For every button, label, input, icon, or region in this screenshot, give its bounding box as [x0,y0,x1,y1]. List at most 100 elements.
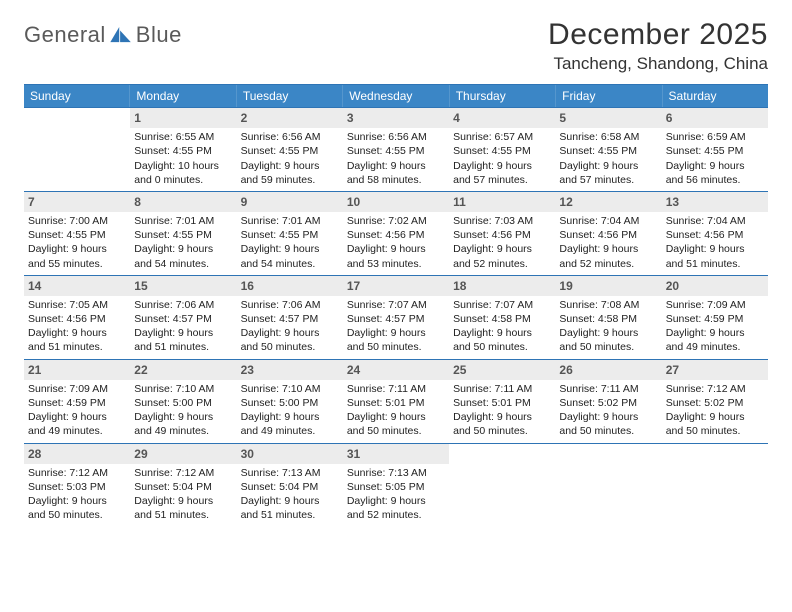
daylight-line1: Daylight: 9 hours [666,410,764,424]
day-body: Sunrise: 7:00 AMSunset: 4:55 PMDaylight:… [24,212,130,275]
day-cell: 1Sunrise: 6:55 AMSunset: 4:55 PMDaylight… [130,108,236,191]
day-body: Sunrise: 7:13 AMSunset: 5:05 PMDaylight:… [343,464,449,527]
sunrise-line: Sunrise: 6:59 AM [666,130,764,144]
day-cell: 6Sunrise: 6:59 AMSunset: 4:55 PMDaylight… [662,108,768,191]
day-body: Sunrise: 6:58 AMSunset: 4:55 PMDaylight:… [555,128,661,191]
empty-cell [24,108,130,191]
daylight-line1: Daylight: 9 hours [134,326,232,340]
day-number: 1 [130,108,236,128]
day-number [24,108,130,128]
day-cell: 29Sunrise: 7:12 AMSunset: 5:04 PMDayligh… [130,444,236,527]
daylight-line1: Daylight: 9 hours [453,159,551,173]
day-number: 21 [24,360,130,380]
day-cell: 11Sunrise: 7:03 AMSunset: 4:56 PMDayligh… [449,192,555,275]
week-row: 21Sunrise: 7:09 AMSunset: 4:59 PMDayligh… [24,359,768,443]
daylight-line2: and 52 minutes. [453,257,551,271]
sunset-line: Sunset: 4:56 PM [666,228,764,242]
sunset-line: Sunset: 4:55 PM [347,144,445,158]
sunset-line: Sunset: 5:02 PM [559,396,657,410]
sunset-line: Sunset: 4:56 PM [453,228,551,242]
day-cell: 12Sunrise: 7:04 AMSunset: 4:56 PMDayligh… [555,192,661,275]
daylight-line2: and 52 minutes. [347,508,445,522]
sunset-line: Sunset: 4:58 PM [453,312,551,326]
day-cell: 19Sunrise: 7:08 AMSunset: 4:58 PMDayligh… [555,276,661,359]
day-number [449,444,555,464]
daylight-line2: and 54 minutes. [241,257,339,271]
sunrise-line: Sunrise: 7:01 AM [134,214,232,228]
day-number [555,444,661,464]
day-number: 18 [449,276,555,296]
daylight-line1: Daylight: 9 hours [666,242,764,256]
daylight-line1: Daylight: 9 hours [347,410,445,424]
daylight-line1: Daylight: 9 hours [453,242,551,256]
day-number: 10 [343,192,449,212]
sunset-line: Sunset: 4:55 PM [453,144,551,158]
sail-icon [110,27,132,43]
day-body: Sunrise: 7:01 AMSunset: 4:55 PMDaylight:… [130,212,236,275]
daylight-line2: and 50 minutes. [666,424,764,438]
day-number: 6 [662,108,768,128]
calendar: SundayMondayTuesdayWednesdayThursdayFrid… [24,84,768,526]
day-body: Sunrise: 6:56 AMSunset: 4:55 PMDaylight:… [343,128,449,191]
day-header: Saturday [663,85,768,107]
sunrise-line: Sunrise: 7:11 AM [559,382,657,396]
day-number: 9 [237,192,343,212]
daylight-line1: Daylight: 9 hours [559,326,657,340]
sunrise-line: Sunrise: 6:58 AM [559,130,657,144]
day-body: Sunrise: 7:09 AMSunset: 4:59 PMDaylight:… [662,296,768,359]
day-body: Sunrise: 6:56 AMSunset: 4:55 PMDaylight:… [237,128,343,191]
page-title: December 2025 [548,18,768,52]
sunset-line: Sunset: 4:56 PM [347,228,445,242]
daylight-line2: and 50 minutes. [347,424,445,438]
daylight-line1: Daylight: 9 hours [347,242,445,256]
sunrise-line: Sunrise: 7:04 AM [666,214,764,228]
sunrise-line: Sunrise: 6:55 AM [134,130,232,144]
sunrise-line: Sunrise: 7:08 AM [559,298,657,312]
daylight-line2: and 52 minutes. [559,257,657,271]
day-body: Sunrise: 7:12 AMSunset: 5:03 PMDaylight:… [24,464,130,527]
daylight-line1: Daylight: 9 hours [241,159,339,173]
week-row: 7Sunrise: 7:00 AMSunset: 4:55 PMDaylight… [24,191,768,275]
day-number: 30 [237,444,343,464]
daylight-line2: and 51 minutes. [134,508,232,522]
day-cell: 10Sunrise: 7:02 AMSunset: 4:56 PMDayligh… [343,192,449,275]
sunset-line: Sunset: 5:03 PM [28,480,126,494]
daylight-line2: and 50 minutes. [559,424,657,438]
sunrise-line: Sunrise: 7:11 AM [347,382,445,396]
day-number: 3 [343,108,449,128]
daylight-line2: and 58 minutes. [347,173,445,187]
day-cell: 7Sunrise: 7:00 AMSunset: 4:55 PMDaylight… [24,192,130,275]
day-number: 25 [449,360,555,380]
day-cell: 28Sunrise: 7:12 AMSunset: 5:03 PMDayligh… [24,444,130,527]
sunrise-line: Sunrise: 7:09 AM [666,298,764,312]
daylight-line2: and 50 minutes. [559,340,657,354]
day-body: Sunrise: 7:04 AMSunset: 4:56 PMDaylight:… [555,212,661,275]
sunset-line: Sunset: 5:01 PM [453,396,551,410]
daylight-line1: Daylight: 9 hours [28,326,126,340]
sunrise-line: Sunrise: 7:13 AM [347,466,445,480]
sunset-line: Sunset: 4:55 PM [559,144,657,158]
sunset-line: Sunset: 4:55 PM [134,144,232,158]
week-row: 28Sunrise: 7:12 AMSunset: 5:03 PMDayligh… [24,443,768,527]
sunrise-line: Sunrise: 7:10 AM [241,382,339,396]
daylight-line1: Daylight: 9 hours [559,242,657,256]
day-body: Sunrise: 7:09 AMSunset: 4:59 PMDaylight:… [24,380,130,443]
day-cell: 13Sunrise: 7:04 AMSunset: 4:56 PMDayligh… [662,192,768,275]
week-row: 1Sunrise: 6:55 AMSunset: 4:55 PMDaylight… [24,107,768,191]
day-body: Sunrise: 7:07 AMSunset: 4:57 PMDaylight:… [343,296,449,359]
sunrise-line: Sunrise: 7:07 AM [453,298,551,312]
day-number: 19 [555,276,661,296]
day-cell: 24Sunrise: 7:11 AMSunset: 5:01 PMDayligh… [343,360,449,443]
empty-cell [555,444,661,527]
daylight-line2: and 49 minutes. [241,424,339,438]
sunset-line: Sunset: 5:02 PM [666,396,764,410]
day-body [24,128,130,134]
day-number: 24 [343,360,449,380]
day-cell: 31Sunrise: 7:13 AMSunset: 5:05 PMDayligh… [343,444,449,527]
day-cell: 22Sunrise: 7:10 AMSunset: 5:00 PMDayligh… [130,360,236,443]
day-cell: 27Sunrise: 7:12 AMSunset: 5:02 PMDayligh… [662,360,768,443]
daylight-line1: Daylight: 9 hours [241,326,339,340]
sunset-line: Sunset: 4:57 PM [347,312,445,326]
day-header: Friday [556,85,662,107]
sunrise-line: Sunrise: 7:12 AM [666,382,764,396]
